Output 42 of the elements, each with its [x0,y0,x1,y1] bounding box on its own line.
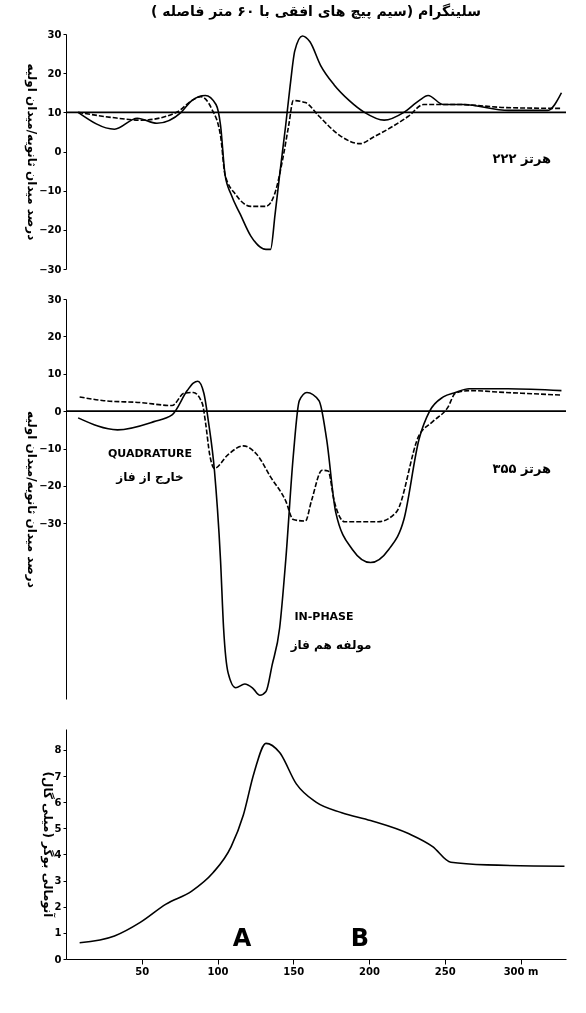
x-tick-label: 100 [207,965,229,977]
y-tick-label: 10 [47,106,62,118]
y-tick-label: 6 [54,796,62,808]
y-tick-label: 8 [54,744,62,756]
line-series [78,742,566,944]
x-tick-label: 200 [359,965,381,977]
y-tick-label: 0 [54,953,62,965]
y-tick-label: 4 [54,848,62,860]
y-tick-label: 20 [47,330,62,342]
y-tick-label: 5 [54,822,62,834]
y-tick-label: −10 [39,185,62,197]
annotation: مولفه هم فاز [289,638,372,653]
annotation: خارج از فاز [115,470,184,484]
y-axis-title: درصد میدان ثانویه/میدان اولیه [24,63,40,241]
y-tick-label: 30 [47,293,62,305]
y-tick-label: 3 [54,875,62,887]
y-tick-label: 20 [47,67,62,79]
x-tick-label: 300 m [503,965,539,977]
y-tick-label: −20 [39,224,62,236]
y-tick-label: −30 [39,517,62,529]
y-tick-label: 30 [47,28,62,40]
chart-title: سلینگرام (سیم پیچ های افقی با ۶۰ متر فاصله ) [151,3,481,20]
annotation: QUADRATURE [107,447,193,460]
y-axis-title: درصد میدان ثانویه/میدان اولیه [24,411,40,588]
annotation: A [232,924,252,952]
y-tick-label: 1 [54,927,62,939]
annotation: IN-PHASE [294,610,354,623]
x-tick-label: 50 [135,965,150,977]
annotation: ۳۵۵ هرتز [492,461,551,476]
y-tick-label: −20 [39,480,62,492]
y-tick-label: 0 [54,146,62,157]
annotation: ۲۲۲ هرتز [492,151,551,166]
x-tick-label: 250 [434,965,456,977]
y-tick-label: −30 [39,263,62,275]
y-tick-label: 10 [47,368,62,380]
annotation: B [350,924,370,952]
y-tick-label: 2 [54,901,62,913]
y-tick-label: 7 [54,770,62,782]
x-tick-label: 150 [283,965,305,977]
y-tick-label: 0 [54,405,62,417]
y-tick-label: −10 [39,443,62,455]
y-axis-title: آنومالی بوگر (میلی گال) [39,771,56,919]
